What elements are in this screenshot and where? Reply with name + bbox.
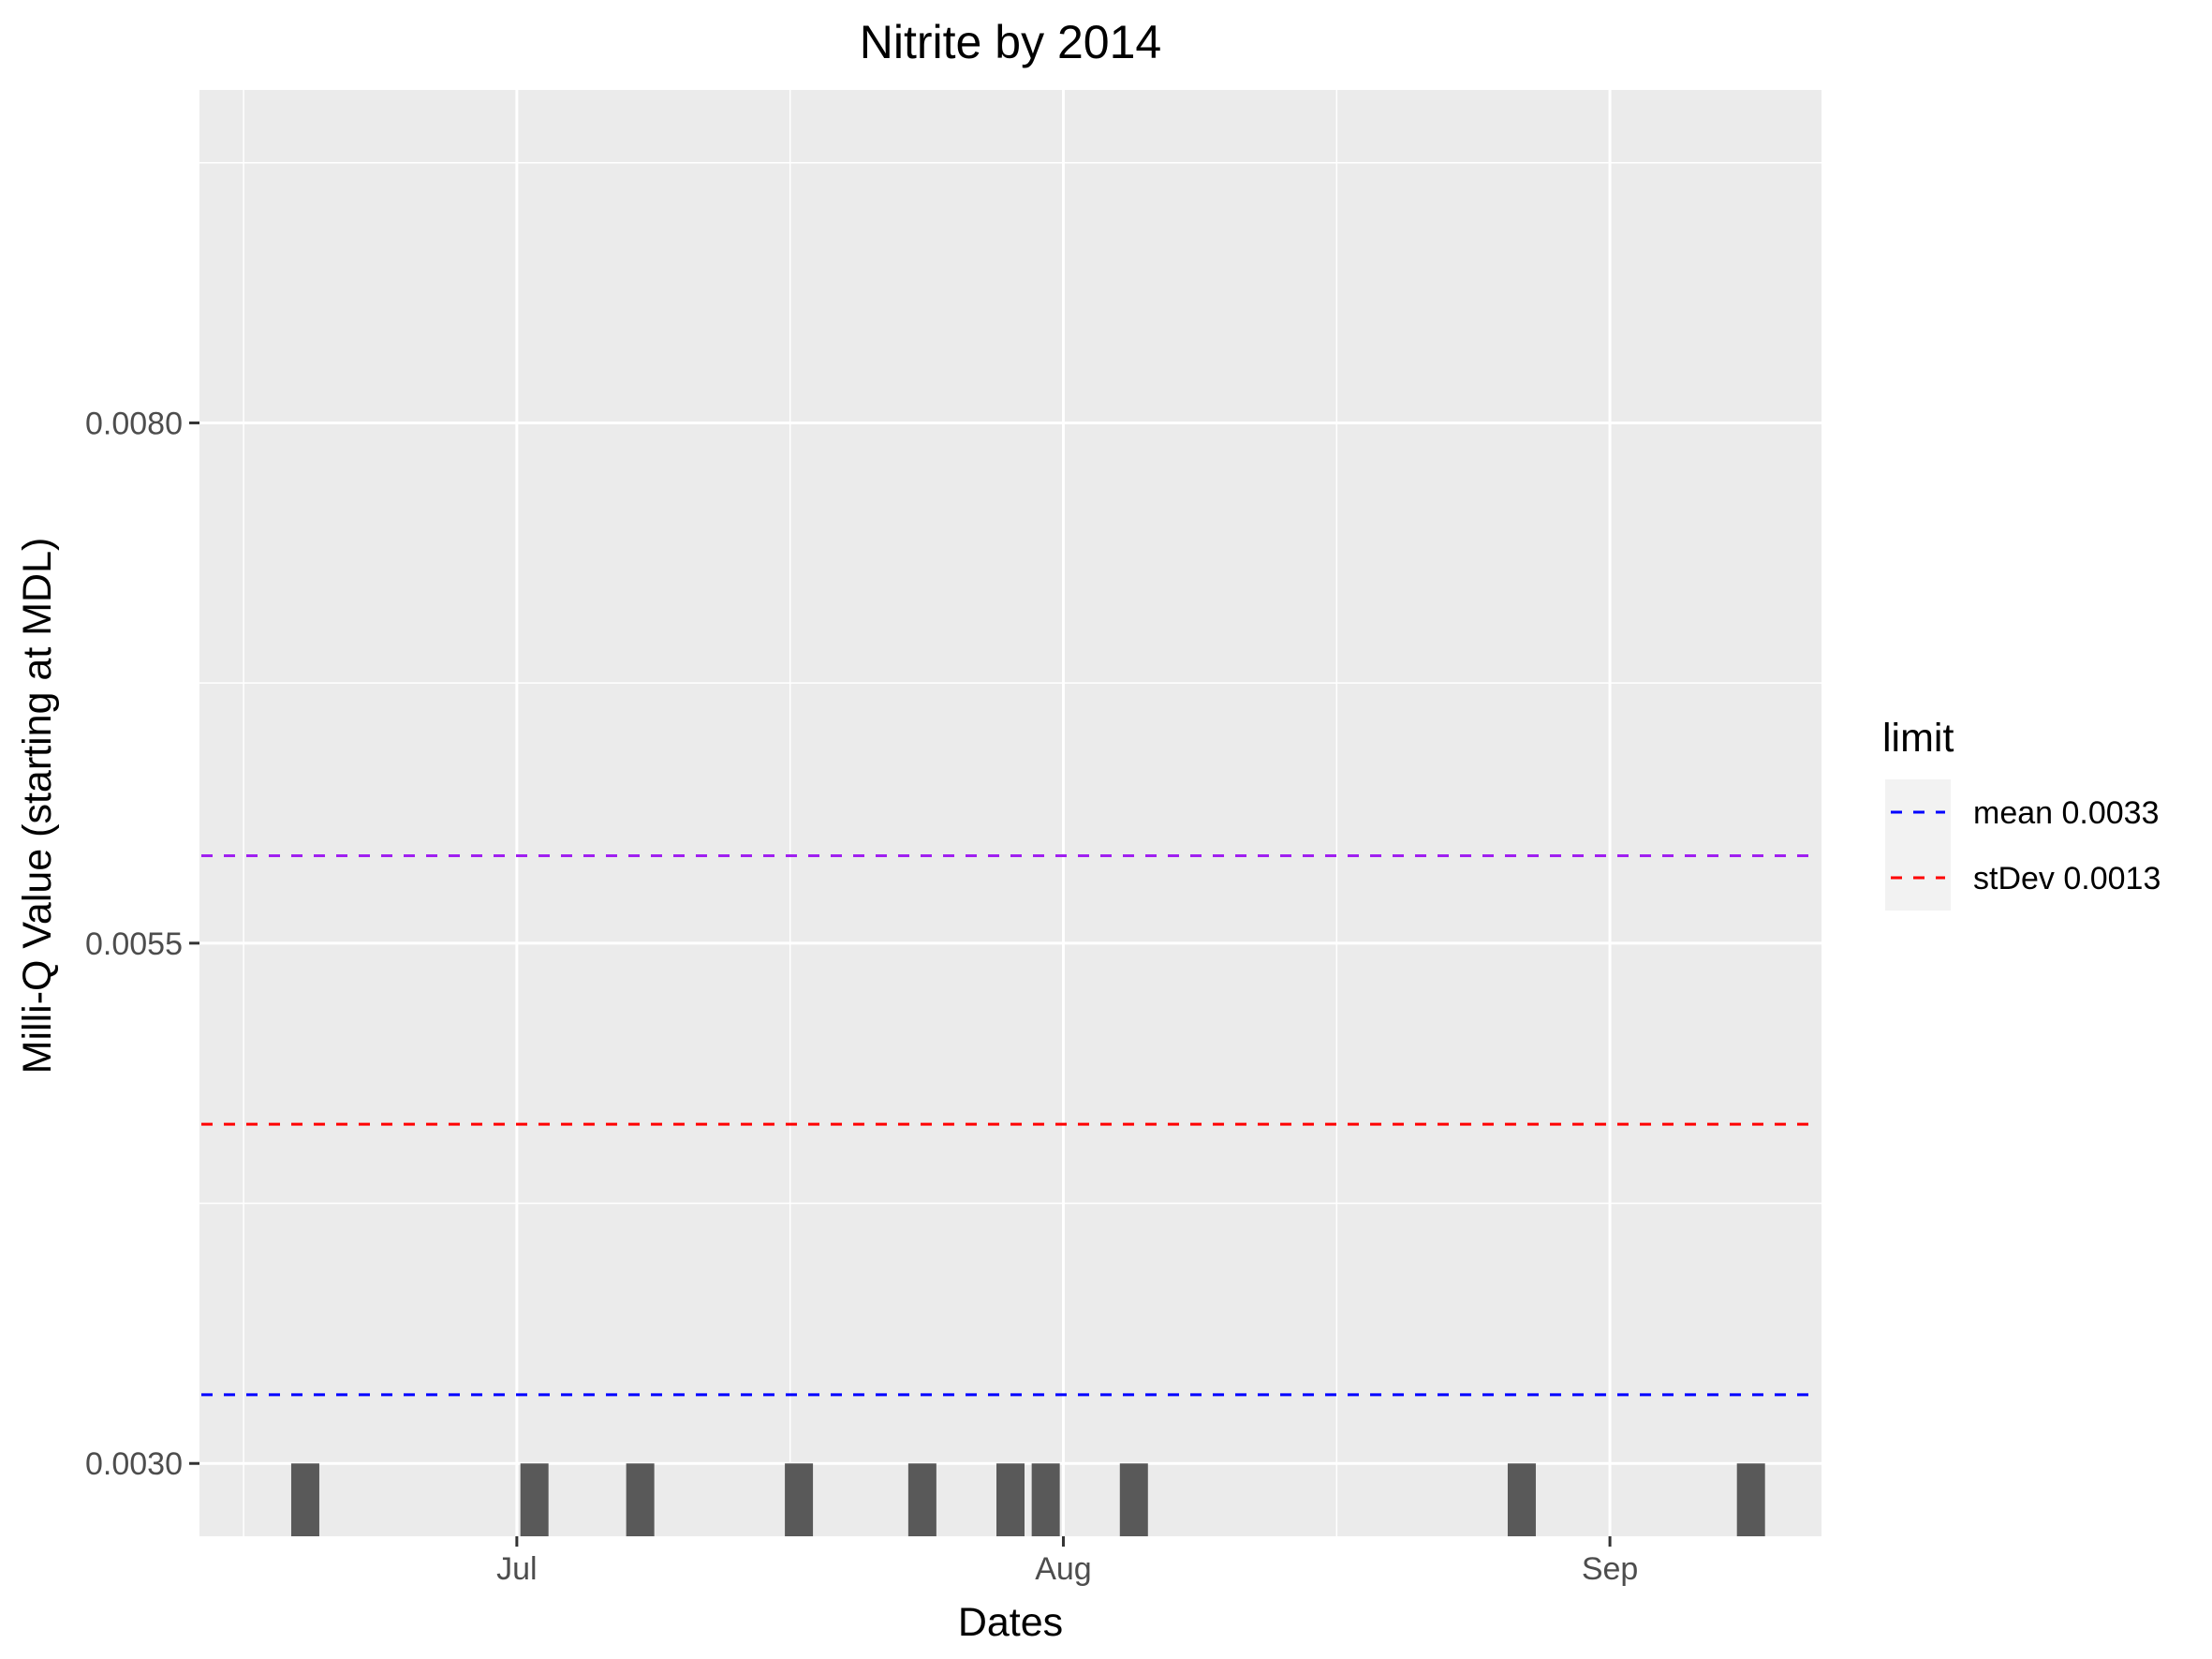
- minor-gridlines: [199, 90, 1821, 1536]
- legend-title: limit: [1882, 716, 1954, 761]
- legend-label: stDev 0.0013: [1973, 861, 2160, 896]
- y-tick-label: 0.0080: [85, 406, 183, 441]
- bar-4: [785, 1463, 814, 1536]
- bar-5: [907, 1463, 936, 1536]
- x-tick-label: Jul: [496, 1551, 537, 1587]
- y-axis-title: Milli-Q Value (starting at MDL): [15, 538, 60, 1074]
- y-axis: 0.0030 0.0055 0.0080: [85, 406, 199, 1482]
- x-axis: Jul Aug Sep: [496, 1536, 1638, 1587]
- bars: [290, 1463, 1765, 1536]
- chart-title: Nitrite by 2014: [860, 16, 1161, 68]
- y-tick-label: 0.0055: [85, 926, 183, 962]
- bar-7: [1031, 1463, 1060, 1536]
- bar-6: [996, 1463, 1025, 1536]
- plot-panel: [199, 90, 1821, 1536]
- bar-2: [520, 1463, 549, 1536]
- y-tick-label: 0.0030: [85, 1446, 183, 1482]
- legend: limit mean 0.0033 stDev 0.0013: [1882, 716, 2160, 911]
- bar-1: [290, 1463, 319, 1536]
- x-tick-label: Sep: [1582, 1551, 1639, 1587]
- bar-3: [626, 1463, 655, 1536]
- bar-8: [1119, 1463, 1148, 1536]
- x-tick-label: Aug: [1035, 1551, 1092, 1587]
- legend-label: mean 0.0033: [1973, 795, 2160, 831]
- x-axis-title: Dates: [958, 1600, 1063, 1645]
- bar-9: [1507, 1463, 1536, 1536]
- bar-10: [1736, 1463, 1765, 1536]
